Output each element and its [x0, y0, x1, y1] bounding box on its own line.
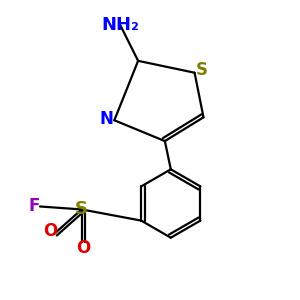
- Text: NH₂: NH₂: [101, 16, 139, 34]
- Text: O: O: [76, 239, 90, 257]
- Text: S: S: [75, 200, 88, 218]
- Text: N: N: [100, 110, 114, 128]
- Text: S: S: [196, 61, 208, 79]
- Text: F: F: [28, 197, 40, 215]
- Text: O: O: [43, 222, 58, 240]
